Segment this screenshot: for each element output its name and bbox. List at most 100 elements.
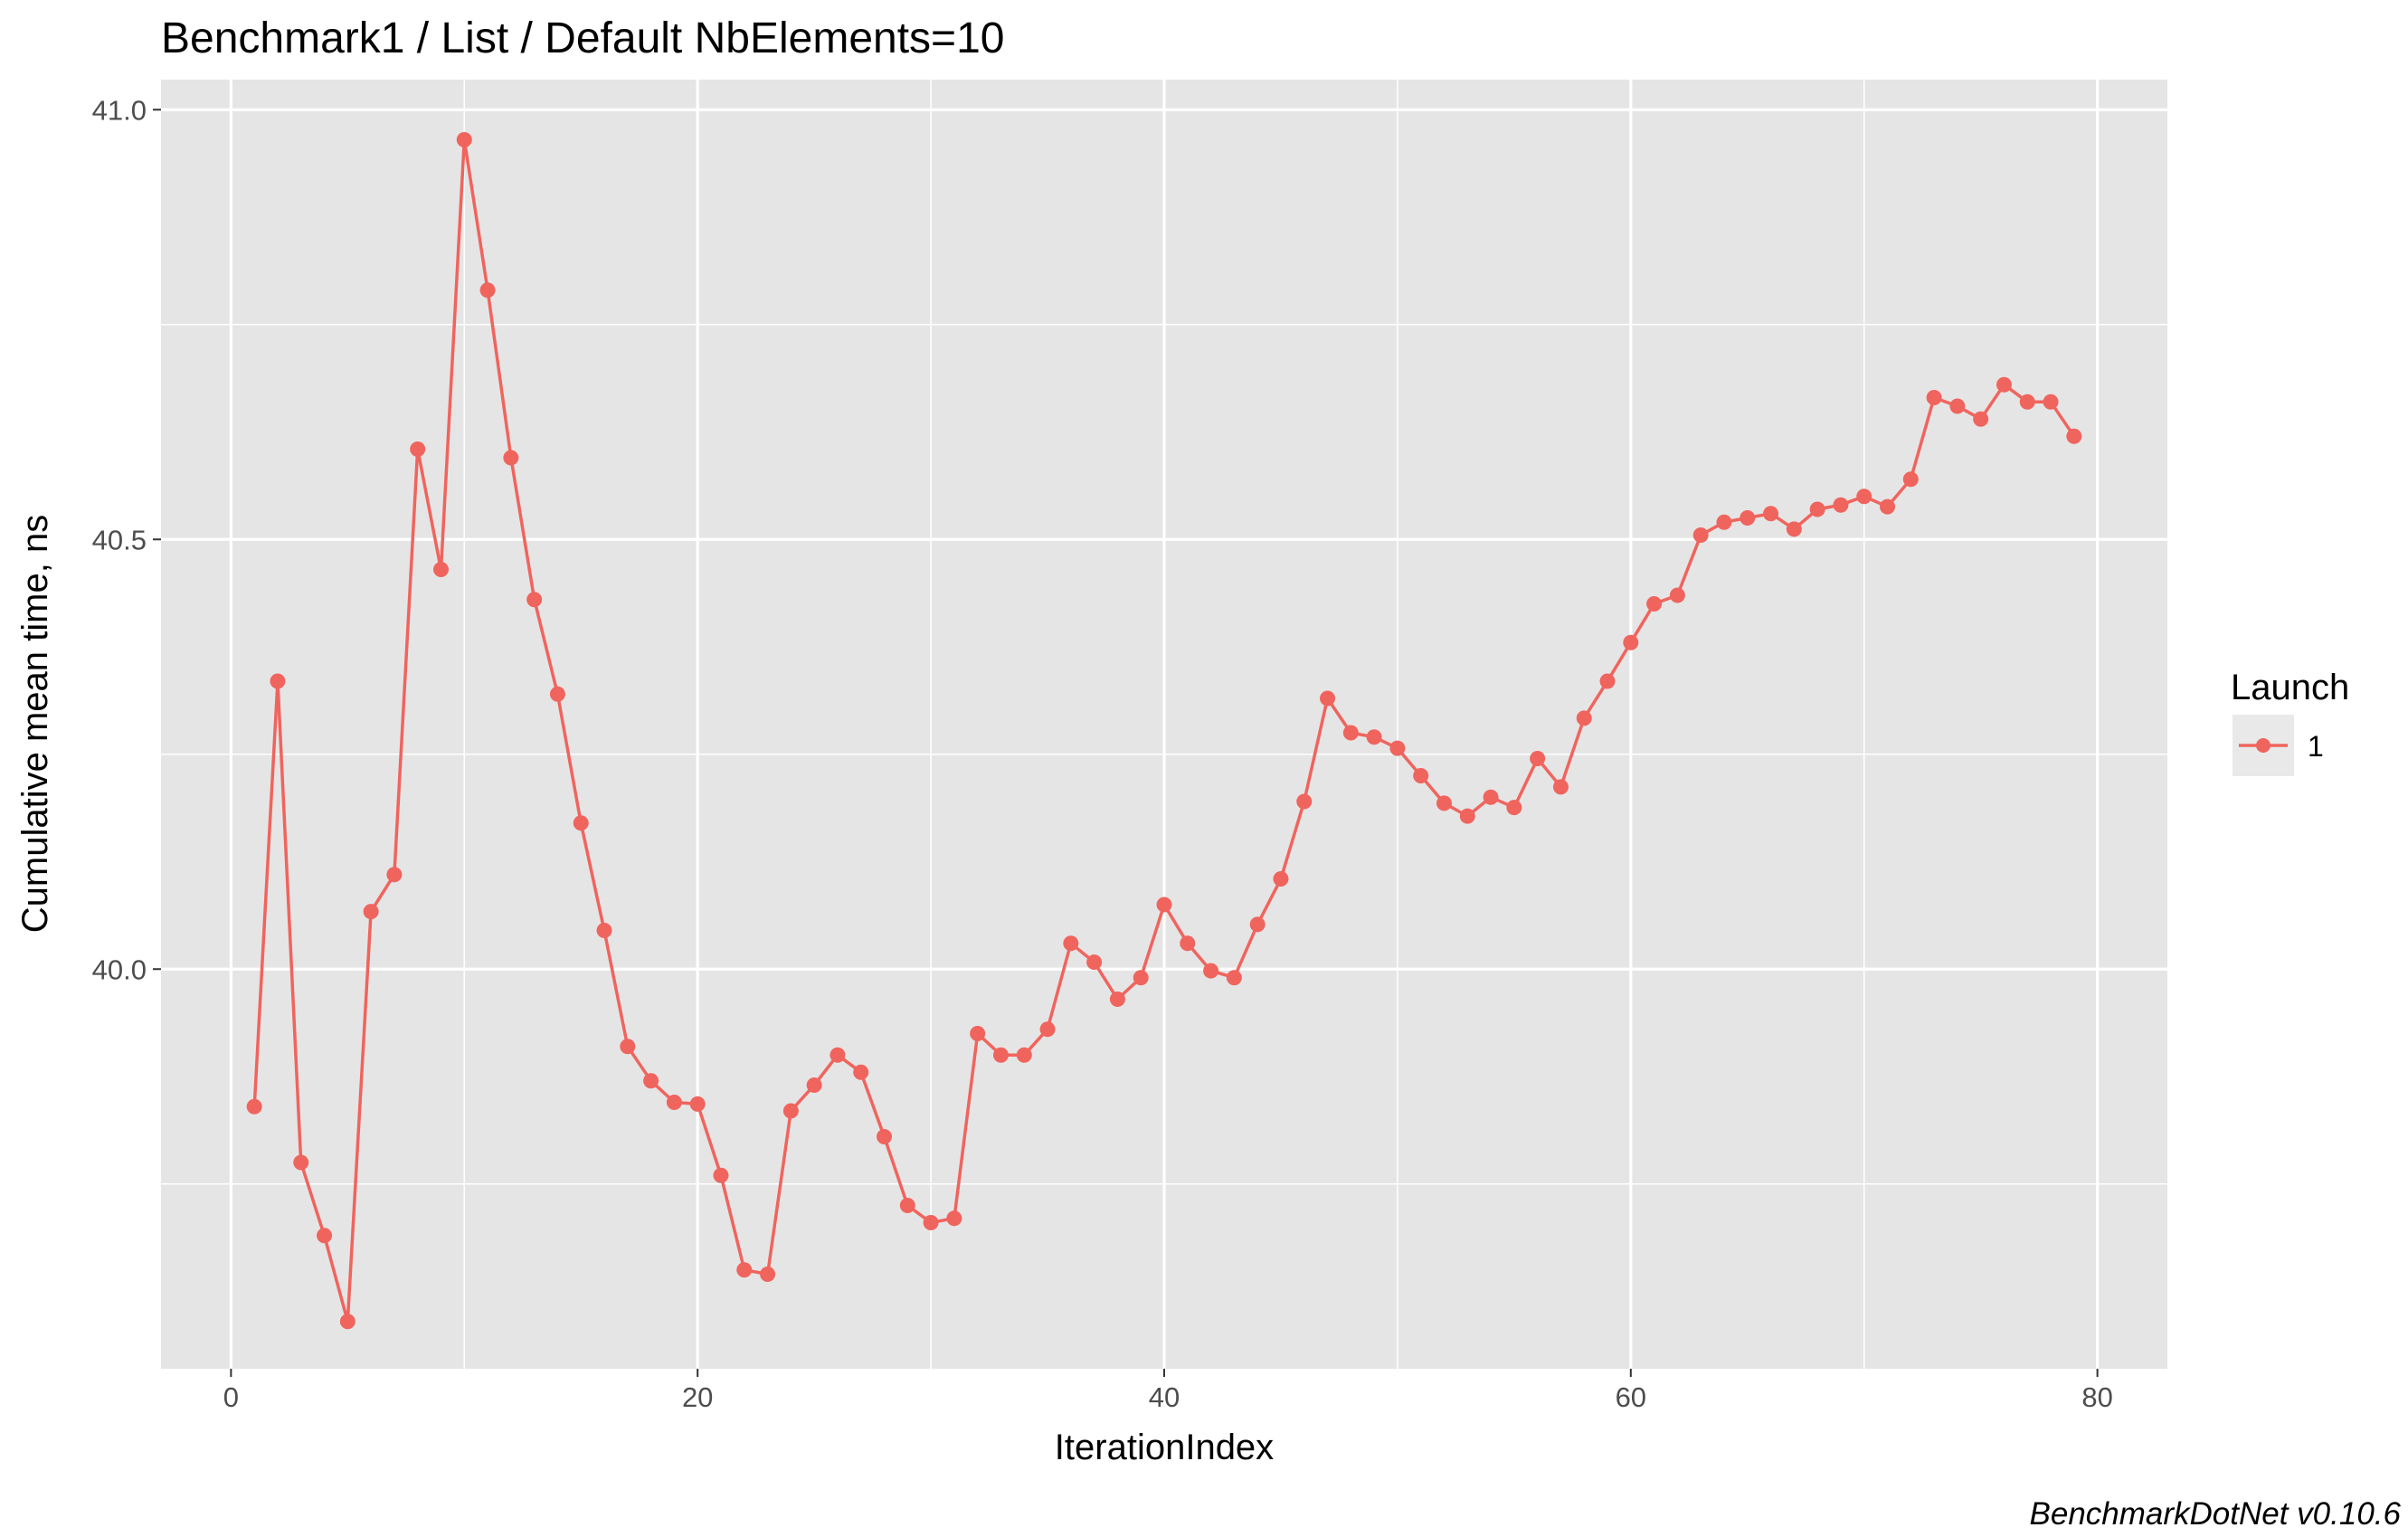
data-point (1133, 970, 1149, 986)
data-point (246, 1098, 262, 1115)
data-point (1599, 673, 1616, 689)
data-point (1973, 411, 1989, 427)
x-tick-labels: 0 20 40 60 80 (223, 1381, 2113, 1413)
caption: BenchmarkDotNet v0.10.6 (2030, 1496, 2402, 1532)
data-point (1320, 690, 1336, 707)
data-point (1856, 489, 1872, 505)
data-point (1552, 779, 1569, 795)
data-point (1576, 710, 1592, 726)
data-point (339, 1314, 356, 1330)
data-point (317, 1228, 333, 1244)
data-point (1530, 751, 1546, 766)
data-point (1226, 970, 1242, 986)
data-point (1413, 768, 1429, 783)
data-point (1692, 527, 1709, 543)
data-point (1483, 789, 1499, 805)
data-point (1716, 514, 1732, 530)
data-point (1902, 471, 1919, 488)
data-point (2019, 394, 2035, 410)
data-point (432, 562, 449, 577)
series-layer (246, 132, 2082, 1330)
x-tick-label: 40 (1149, 1381, 1180, 1413)
y-tick-label: 41.0 (92, 94, 147, 126)
x-tick-label: 20 (682, 1381, 713, 1413)
chart-title: Benchmark1 / List / Default NbElements=1… (161, 14, 1004, 62)
data-point (1203, 963, 1219, 979)
data-point (946, 1210, 962, 1227)
data-point (2043, 394, 2059, 410)
data-point (1623, 634, 1639, 650)
x-tick-label: 80 (2081, 1381, 2112, 1413)
data-point (1342, 725, 1359, 741)
data-point (1763, 506, 1779, 522)
data-point (899, 1198, 915, 1213)
data-point (1926, 390, 1942, 405)
data-point (666, 1095, 682, 1110)
data-point (2066, 428, 2082, 444)
data-point (970, 1026, 986, 1041)
data-point (1273, 871, 1289, 887)
data-point (573, 815, 589, 831)
data-point (853, 1064, 869, 1080)
data-point (1786, 521, 1802, 537)
data-point (1086, 954, 1103, 971)
data-point (479, 282, 496, 299)
data-point (363, 904, 379, 920)
data-point (503, 450, 519, 466)
data-point (806, 1077, 822, 1093)
y-tick-labels: 40.0 40.5 41.0 (92, 94, 147, 985)
data-point (1180, 935, 1196, 952)
y-tick-label: 40.5 (92, 524, 147, 555)
data-point (1109, 991, 1125, 1007)
data-point (1880, 498, 1896, 515)
data-point (596, 923, 612, 938)
data-point (1740, 510, 1756, 526)
data-point (1459, 808, 1475, 824)
data-point (643, 1073, 659, 1089)
data-point (1389, 740, 1406, 756)
data-point (1809, 501, 1825, 517)
axis-ticks (153, 109, 2099, 1377)
data-point (1366, 729, 1382, 745)
data-point (760, 1267, 776, 1282)
y-tick-label: 40.0 (92, 954, 147, 985)
data-point (923, 1215, 939, 1230)
data-point (689, 1096, 706, 1112)
data-point (1436, 795, 1452, 811)
data-point (1156, 897, 1172, 913)
data-point (1949, 398, 1966, 414)
data-point (549, 686, 565, 702)
y-axis-title: Cumulative mean time, ns (15, 515, 55, 933)
x-tick-label: 60 (1616, 1381, 1646, 1413)
data-point (620, 1039, 636, 1055)
x-axis-title: IterationIndex (1055, 1428, 1274, 1467)
legend: Launch 1 (2231, 668, 2349, 776)
legend-item-label: 1 (2308, 730, 2324, 763)
data-point (713, 1167, 729, 1183)
legend-key-marker (2256, 738, 2271, 753)
data-point (1833, 497, 1849, 513)
data-point (410, 441, 426, 457)
data-point (1039, 1021, 1056, 1038)
data-point (1646, 596, 1663, 612)
data-point (992, 1047, 1009, 1063)
data-point (1506, 800, 1522, 816)
data-point (456, 132, 472, 147)
legend-title: Launch (2231, 668, 2349, 707)
data-point (1249, 916, 1266, 933)
data-point (1063, 935, 1079, 952)
data-point (270, 673, 286, 689)
data-point (782, 1103, 799, 1119)
data-point (830, 1047, 846, 1063)
data-point (1996, 376, 2012, 393)
x-tick-label: 0 (223, 1381, 239, 1413)
data-point (1296, 793, 1313, 810)
major-gridlines (161, 80, 2167, 1369)
data-point (1016, 1047, 1032, 1063)
data-point (386, 867, 403, 883)
data-point (877, 1129, 893, 1144)
data-point (736, 1262, 753, 1278)
data-point (293, 1154, 309, 1171)
